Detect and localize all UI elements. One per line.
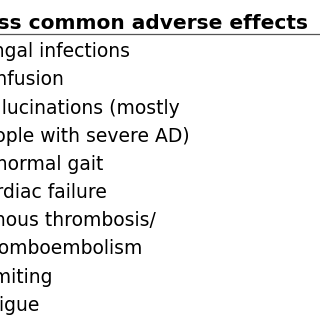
Text: Fungal infections: Fungal infections bbox=[0, 42, 130, 61]
Text: Abnormal gait: Abnormal gait bbox=[0, 155, 104, 174]
Text: Venous thrombosis/: Venous thrombosis/ bbox=[0, 211, 156, 230]
Text: people with severe AD): people with severe AD) bbox=[0, 127, 190, 146]
Text: Fatigue: Fatigue bbox=[0, 296, 40, 315]
Text: Confusion: Confusion bbox=[0, 70, 64, 89]
Text: Vomiting: Vomiting bbox=[0, 268, 54, 286]
Text: Hallucinations (mostly: Hallucinations (mostly bbox=[0, 99, 180, 117]
Text: Cardiac failure: Cardiac failure bbox=[0, 183, 107, 202]
Text: thromboembolism: thromboembolism bbox=[0, 239, 143, 258]
Text: Less common adverse effects: Less common adverse effects bbox=[0, 14, 308, 33]
